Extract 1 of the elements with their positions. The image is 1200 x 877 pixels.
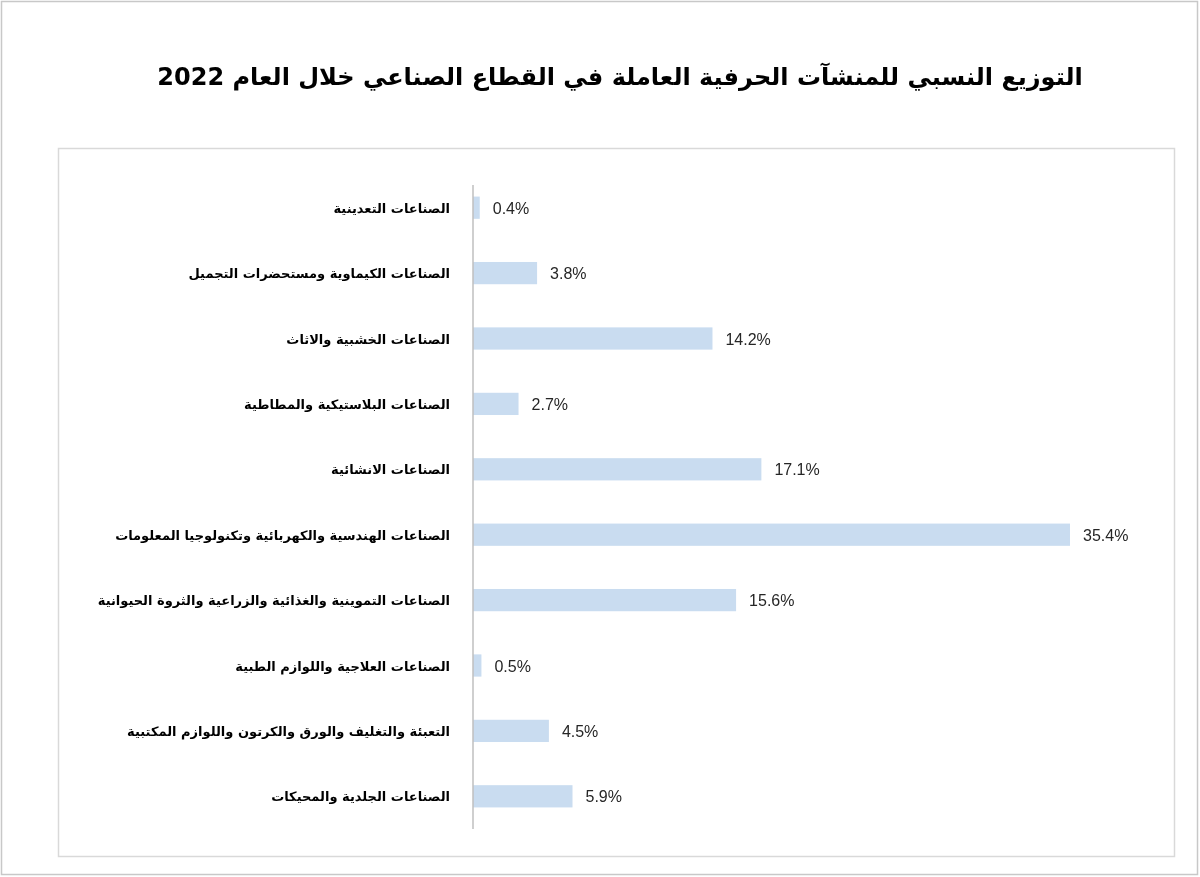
title: التوزيع النسبي للمنشآت الحرفية العاملة في القطاع الصناعي خلال العام 2022	[157, 63, 1083, 91]
